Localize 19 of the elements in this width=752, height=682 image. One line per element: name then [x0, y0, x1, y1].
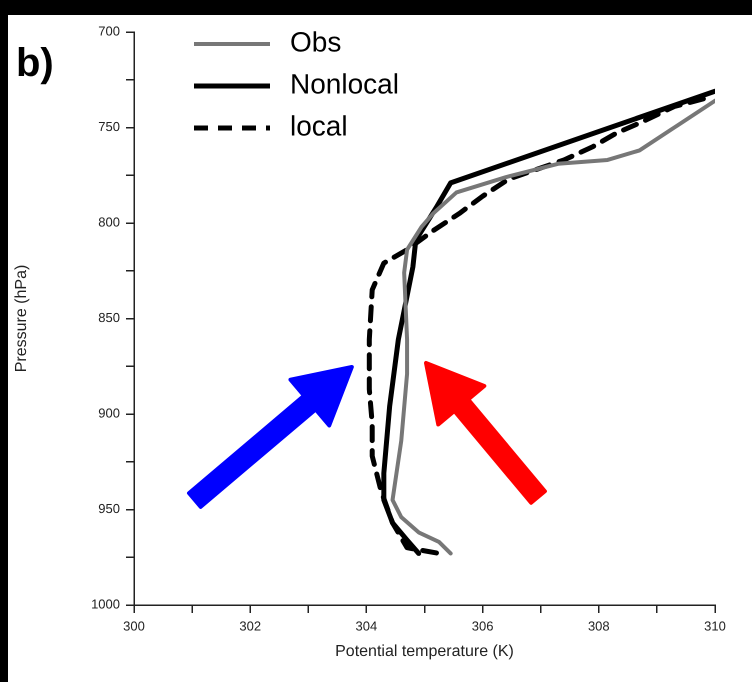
y-tick-label: 900	[98, 406, 120, 421]
y-tick-label: 800	[98, 214, 120, 230]
legend-label: local	[290, 110, 348, 142]
y-tick-label: 750	[98, 119, 120, 134]
legend-label: Nonlocal	[290, 68, 399, 100]
x-tick-label: 302	[239, 618, 262, 634]
y-tick-label: 1000	[91, 596, 120, 612]
x-tick-label: 306	[472, 618, 494, 634]
x-tick-label: 304	[356, 618, 378, 634]
y-tick-label: 700	[98, 24, 120, 39]
text: b)	[16, 41, 54, 86]
y-axis-title: Pressure (hPa)	[13, 264, 30, 372]
legend-label: Obs	[290, 26, 342, 58]
y-tick-label: 850	[98, 310, 120, 326]
x-tick-label: 310	[704, 618, 726, 634]
x-tick-label: 308	[588, 618, 610, 634]
x-tick-label: 300	[123, 618, 145, 634]
y-tick-label: 950	[98, 501, 120, 516]
x-axis-title: Potential temperature (K)	[335, 642, 514, 660]
